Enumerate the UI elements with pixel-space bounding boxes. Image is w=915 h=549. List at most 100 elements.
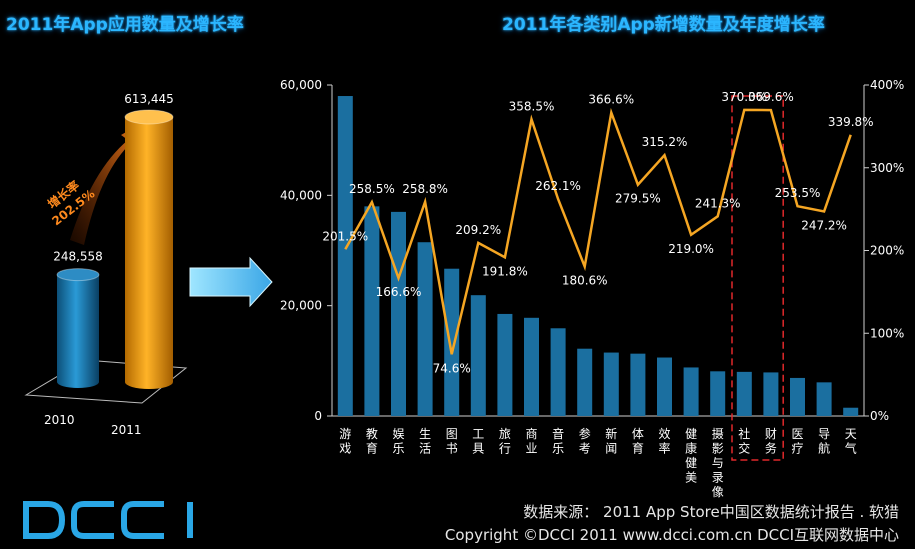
growth-rate-label: 370.0% [721, 90, 767, 104]
x-category-char: 摄 [712, 426, 724, 441]
y-tick-label: 0 [314, 409, 322, 423]
right-chart-title: 2011年各类别App新增数量及年度增长率 [502, 15, 825, 35]
growth-rate-label: 191.8% [482, 264, 528, 278]
x-category-char: 录 [712, 471, 724, 485]
growth-rate-label: 358.5% [509, 99, 555, 113]
bar-value-label: 248,558 [53, 250, 103, 264]
x-category-label: 游戏 [339, 427, 351, 456]
x-category-char: 航 [818, 441, 830, 456]
x-category-label: 生活 [419, 427, 431, 456]
growth-rate-label: 209.2% [455, 223, 501, 237]
x-category-label: 医疗 [791, 427, 803, 456]
right-arrow-icon [189, 256, 273, 308]
x-category-label: 效率 [658, 426, 670, 456]
x-category-char: 旅 [499, 427, 511, 441]
left-chart-title: 2011年App应用数量及增长率 [6, 15, 244, 35]
y2-tick-label: 0% [870, 409, 889, 423]
y2-tick-label: 400% [870, 78, 904, 92]
growth-rate-label: 219.0% [668, 242, 714, 256]
x-category-char: 体 [632, 427, 644, 441]
category-bar [816, 382, 832, 416]
category-bar [763, 372, 779, 416]
x-category-char: 娱 [392, 427, 404, 441]
x-category-char: 美 [685, 471, 697, 485]
x-category-char: 游 [339, 427, 351, 441]
copyright-text: Copyright ©DCCI 2011 www.dcci.com.cn DCC… [444, 526, 899, 544]
x-category-char: 疗 [791, 442, 803, 456]
x-category-char: 健 [685, 456, 697, 470]
growth-rate-label: 241.3% [695, 196, 741, 210]
x-category-char: 工 [472, 427, 484, 441]
growth-rate-label: 262.1% [535, 179, 581, 193]
category-bar [391, 211, 406, 416]
x-category-char: 生 [419, 427, 431, 441]
x-category-char: 新 [605, 426, 617, 441]
cylinder-bar-body [57, 274, 99, 382]
category-bar [417, 242, 433, 416]
x-category-char: 健 [685, 427, 697, 441]
y2-tick-label: 100% [870, 326, 904, 340]
x-category-char: 交 [738, 441, 750, 456]
x-category-char: 天 [845, 427, 857, 441]
x-category-char: 考 [579, 442, 591, 456]
category-bar [710, 371, 726, 416]
x-tick-label: 2011 [111, 423, 142, 437]
growth-rate-label: 315.2% [642, 135, 688, 149]
growth-rate-label: 74.6% [433, 361, 471, 375]
y2-tick-label: 200% [870, 244, 904, 258]
cylinder-bar-top [56, 268, 100, 282]
category-bar [364, 206, 380, 416]
category-bar [524, 317, 539, 416]
x-category-label: 娱乐 [392, 427, 404, 456]
growth-rate-label: 166.6% [376, 285, 422, 299]
y-tick-label: 40,000 [280, 188, 322, 202]
category-bar [470, 295, 486, 416]
category-bar [683, 367, 699, 416]
y2-tick-label: 300% [870, 161, 904, 175]
x-category-char: 财 [765, 427, 777, 441]
x-category-label: 新闻 [605, 426, 617, 456]
x-category-char: 具 [472, 442, 484, 456]
x-category-label: 教育 [366, 426, 378, 456]
y-tick-label: 60,000 [280, 78, 322, 92]
x-category-char: 导 [818, 427, 830, 441]
data-source-text: 数据来源： 2011 App Store中国区数据统计报告 . 软猎 [523, 503, 899, 521]
category-bar [790, 377, 805, 416]
category-bar [577, 348, 593, 416]
cylinder-bar-base [57, 376, 99, 388]
growth-rate-label: 253.5% [775, 186, 821, 200]
growth-rate-label: 201.5% [322, 229, 368, 243]
category-bar [736, 371, 752, 416]
x-category-char: 务 [765, 441, 777, 456]
x-category-label: 天气 [845, 427, 857, 456]
x-category-label: 导航 [818, 427, 830, 456]
x-category-char: 闻 [605, 442, 617, 456]
x-category-label: 财务 [765, 427, 777, 456]
x-category-char: 书 [446, 442, 458, 456]
x-category-label: 摄影与录像 [712, 426, 724, 499]
cylinder-bar-body [125, 117, 173, 382]
x-category-label: 社交 [738, 426, 750, 456]
category-bar [444, 268, 460, 416]
category-bar [603, 352, 619, 416]
category-bar [630, 353, 646, 416]
x-category-char: 活 [419, 442, 431, 456]
x-category-label: 工具 [472, 427, 484, 456]
growth-rate-label: 258.5% [349, 182, 395, 196]
growth-rate-label: 180.6% [562, 274, 608, 288]
x-category-char: 参 [579, 426, 591, 441]
x-category-char: 气 [845, 441, 857, 456]
category-bar [843, 407, 859, 416]
growth-rate-label: 279.5% [615, 192, 661, 206]
x-category-label: 旅行 [499, 427, 511, 456]
cylinder-bar-base [125, 375, 173, 389]
x-category-char: 行 [499, 442, 511, 456]
growth-rate-label: 339.8% [828, 115, 874, 129]
x-category-char: 社 [738, 426, 750, 441]
growth-rate-line [344, 107, 852, 355]
x-category-label: 商业 [525, 426, 537, 456]
x-category-char: 商 [525, 426, 537, 441]
y-tick-label: 20,000 [280, 299, 322, 313]
x-tick-label: 2010 [44, 413, 75, 427]
cylinder-bar-top [124, 109, 174, 125]
